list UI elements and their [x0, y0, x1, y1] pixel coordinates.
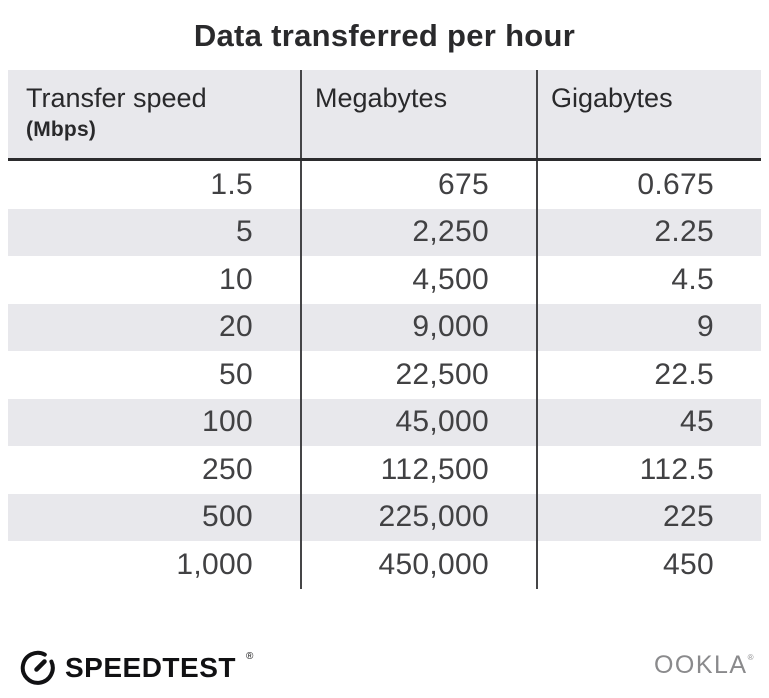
cell-transfer-speed: 250	[8, 446, 302, 494]
page-title: Data transferred per hour	[193, 18, 576, 53]
data-table: Transfer speed (Mbps) Megabytes Gigabyte…	[8, 70, 761, 589]
cell-megabytes: 45,000	[302, 398, 538, 446]
cell-megabytes: 225,000	[302, 493, 538, 541]
speedtest-registered-mark: ®	[245, 650, 254, 662]
header-gigabytes: Gigabytes	[551, 83, 673, 113]
cell-megabytes: 2,250	[302, 208, 538, 256]
speedtest-logo: SPEEDTEST ®	[20, 650, 254, 686]
cell-gigabytes: 2.25	[654, 215, 714, 249]
cell-gigabytes: 45	[680, 405, 714, 439]
speedtest-gauge-icon	[20, 650, 56, 686]
cell-gigabytes: 0.675	[637, 167, 714, 201]
table-row: 100 45,000 45	[8, 398, 761, 446]
header-transfer-speed-label: Transfer speed	[26, 83, 207, 113]
table-row: 1.5 675 0.675	[8, 161, 761, 209]
header-megabytes: Megabytes	[302, 70, 538, 158]
cell-megabytes: 22,500	[302, 351, 538, 399]
cell-transfer-speed: 500	[8, 493, 302, 541]
table-row: 1,000 450,000 450	[8, 541, 761, 589]
table-row: 5 2,250 2.25	[8, 208, 761, 256]
cell-gigabytes: 225	[663, 500, 714, 534]
header-transfer-speed-unit: (Mbps)	[26, 118, 97, 142]
cell-gigabytes: 9	[697, 310, 714, 344]
cell-gigabytes: 4.5	[671, 262, 714, 296]
ookla-wordmark: OOKLA	[653, 651, 748, 679]
cell-transfer-speed: 10	[8, 256, 302, 304]
table-row: 500 225,000 225	[8, 493, 761, 541]
cell-transfer-speed: 1.5	[8, 161, 302, 209]
table-row: 20 9,000 9	[8, 303, 761, 351]
cell-megabytes: 4,500	[302, 256, 538, 304]
cell-transfer-speed: 5	[8, 208, 302, 256]
table-header-row: Transfer speed (Mbps) Megabytes Gigabyte…	[8, 70, 761, 161]
cell-gigabytes: 112.5	[639, 452, 714, 486]
cell-megabytes: 675	[302, 161, 538, 209]
cell-gigabytes: 450	[663, 547, 714, 581]
footer: SPEEDTEST ® OOKLA ®	[0, 644, 769, 688]
cell-megabytes: 9,000	[302, 303, 538, 351]
cell-gigabytes: 22.5	[654, 357, 714, 391]
cell-megabytes: 112,500	[302, 446, 538, 494]
table-row: 250 112,500 112.5	[8, 446, 761, 494]
table-row: 50 22,500 22.5	[8, 351, 761, 399]
speedtest-wordmark: SPEEDTEST	[65, 652, 236, 683]
header-transfer-speed: Transfer speed (Mbps)	[8, 70, 302, 158]
cell-megabytes: 450,000	[302, 541, 538, 589]
cell-transfer-speed: 20	[8, 303, 302, 351]
cell-transfer-speed: 1,000	[8, 541, 302, 589]
cell-transfer-speed: 50	[8, 351, 302, 399]
table-row: 10 4,500 4.5	[8, 256, 761, 304]
cell-transfer-speed: 100	[8, 398, 302, 446]
table-body: 1.5 675 0.675 5 2,250 2.25 10 4,500 4.5 …	[8, 161, 761, 589]
ookla-logo: OOKLA ®	[654, 651, 755, 680]
ookla-registered-mark: ®	[747, 653, 755, 662]
